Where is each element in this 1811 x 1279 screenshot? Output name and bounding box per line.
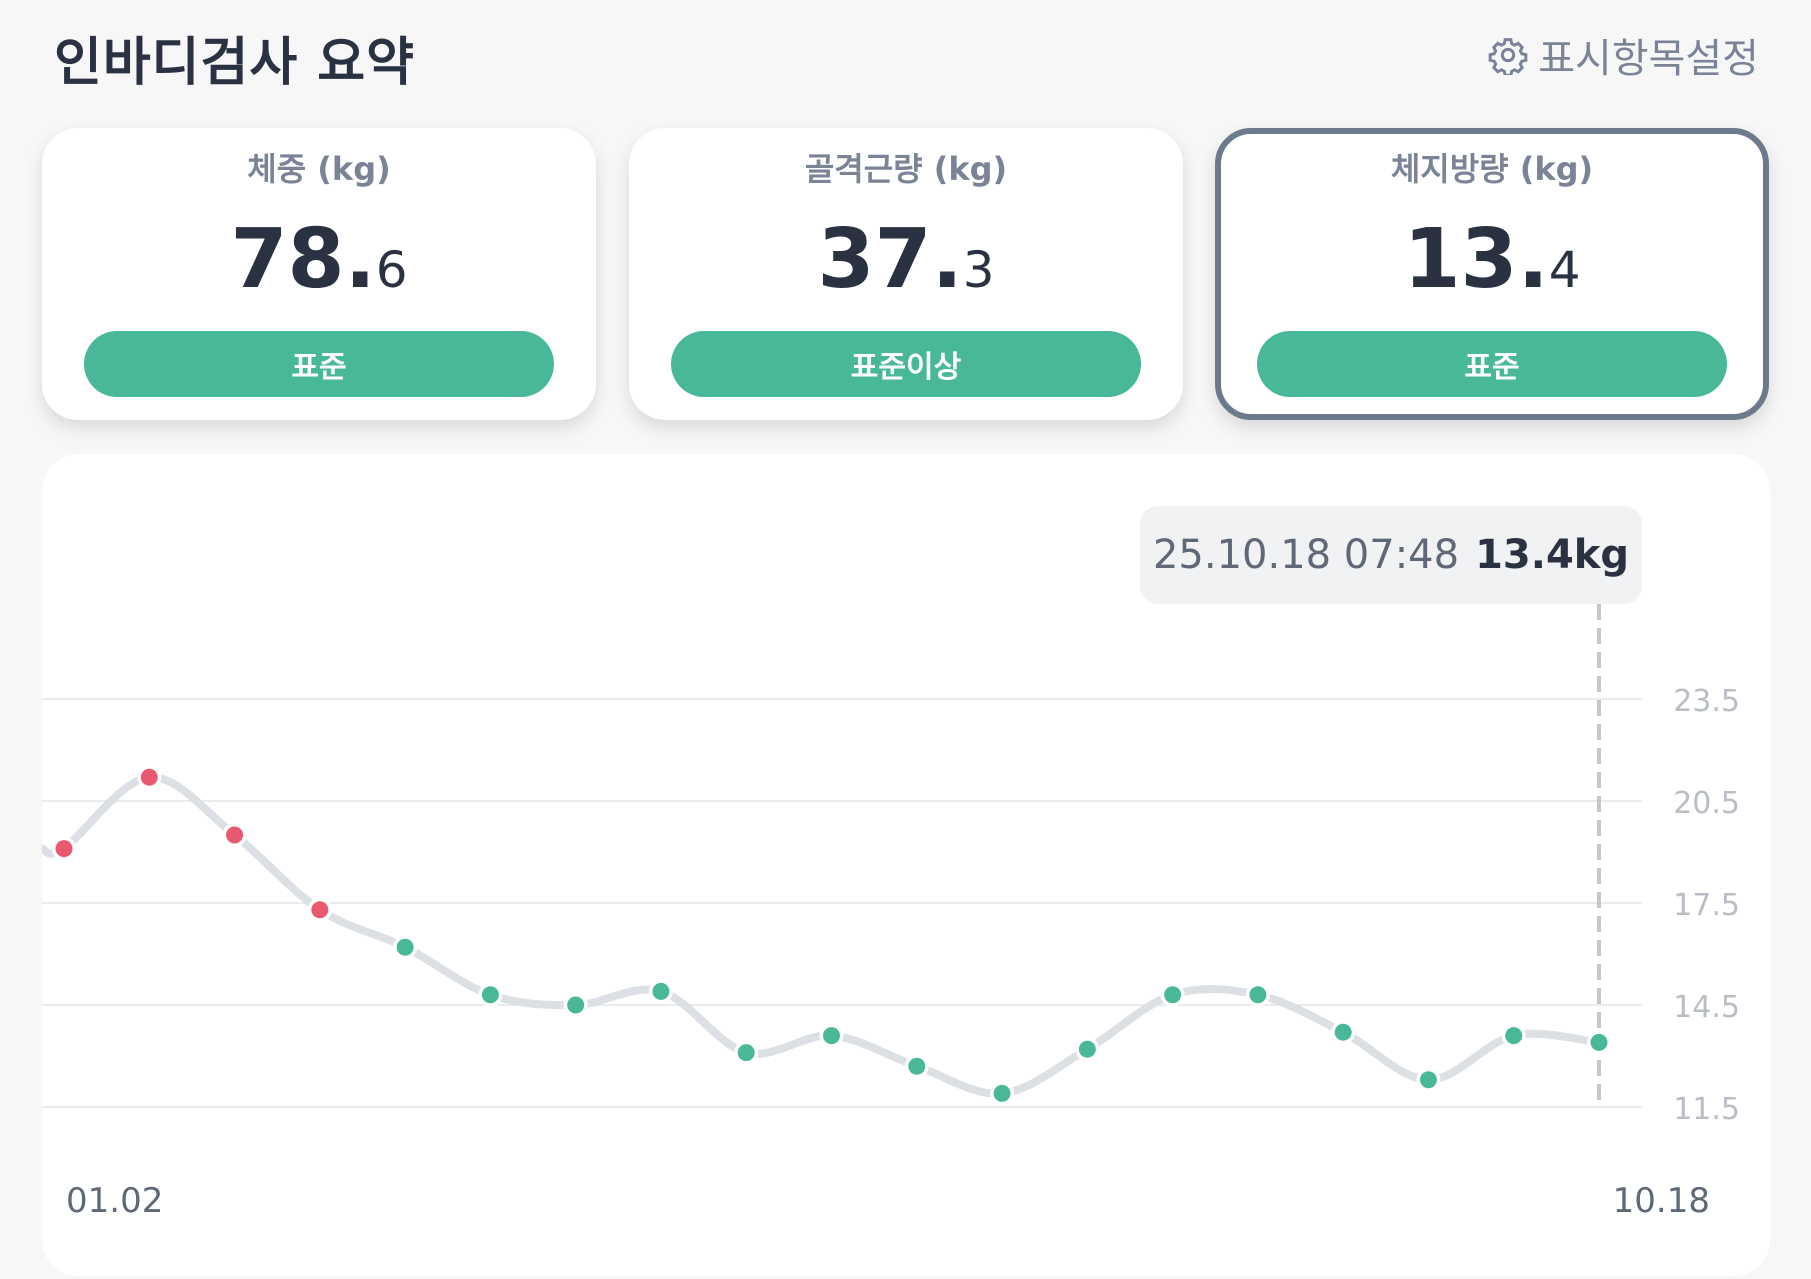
card-value-decimal: 4: [1548, 241, 1581, 299]
card-label: 골격근량 (kg): [804, 150, 1008, 188]
data-point: [1505, 1027, 1523, 1045]
x-end-label: 10.18: [1613, 1181, 1710, 1221]
data-point: [908, 1057, 926, 1075]
y-tick-label: 23.5: [1673, 684, 1740, 719]
data-point: [226, 826, 244, 844]
y-tick-label: 17.5: [1673, 888, 1740, 923]
y-tick-label: 11.5: [1673, 1092, 1740, 1127]
data-point: [823, 1027, 840, 1045]
data-point: [1249, 986, 1267, 1004]
data-point: [311, 901, 329, 919]
metric-card-weight[interactable]: 체중 (kg) 78.6 표준: [42, 128, 596, 420]
metric-card-skeletal-muscle[interactable]: 골격근량 (kg) 37.3 표준이상: [629, 128, 1183, 420]
data-point: [1590, 1033, 1608, 1051]
display-settings-label: 표시항목설정: [1538, 36, 1759, 82]
card-value-integer: 13: [1403, 212, 1518, 307]
card-value-decimal: 3: [962, 241, 995, 299]
data-point: [1078, 1040, 1096, 1058]
data-point: [993, 1084, 1011, 1102]
data-point: [1164, 986, 1182, 1004]
data-point: [140, 768, 158, 786]
y-tick-label: 20.5: [1673, 786, 1740, 821]
data-point: [55, 840, 73, 858]
body-fat-trend-chart[interactable]: 23.5 20.5 17.5 14.5 11.5 01.02 10.18 25.10.18 …: [42, 454, 1770, 1276]
status-badge: 표준: [1257, 331, 1727, 397]
status-badge: 표준이상: [671, 331, 1141, 397]
card-value: 37.3: [817, 212, 995, 307]
data-point: [652, 982, 670, 1000]
chart-tooltip: 25.10.18 07:48 13.4kg: [1140, 506, 1642, 604]
card-value: 78.6: [230, 212, 408, 307]
card-label: 체중 (kg): [247, 150, 391, 188]
x-start-label: 01.02: [66, 1181, 163, 1221]
display-settings-button[interactable]: 표시항목설정: [1488, 26, 1759, 84]
data-point: [567, 996, 585, 1014]
status-badge: 표준: [84, 331, 554, 397]
tooltip-value: 13.4kg: [1475, 532, 1630, 578]
card-label: 체지방량 (kg): [1390, 150, 1594, 188]
metric-card-body-fat[interactable]: 체지방량 (kg) 13.4 표준: [1215, 128, 1769, 420]
card-value: 13.4: [1403, 212, 1581, 307]
card-value-decimal: 6: [375, 241, 408, 299]
page-title: 인바디검사 요약: [54, 33, 415, 93]
chart-svg: 23.5 20.5 17.5 14.5 11.5 01.02 10.18: [42, 604, 1740, 1221]
data-point: [737, 1044, 755, 1062]
card-value-integer: 78: [230, 212, 345, 307]
tooltip-date: 25.10.18 07:48: [1152, 532, 1460, 578]
gear-icon: [1488, 38, 1528, 75]
data-point: [481, 986, 499, 1004]
y-tick-label: 14.5: [1673, 990, 1740, 1025]
trend-line: [42, 773, 1603, 1098]
card-value-integer: 37: [817, 212, 932, 307]
data-point: [1334, 1023, 1352, 1041]
data-point: [1419, 1071, 1437, 1089]
data-point: [396, 938, 414, 956]
